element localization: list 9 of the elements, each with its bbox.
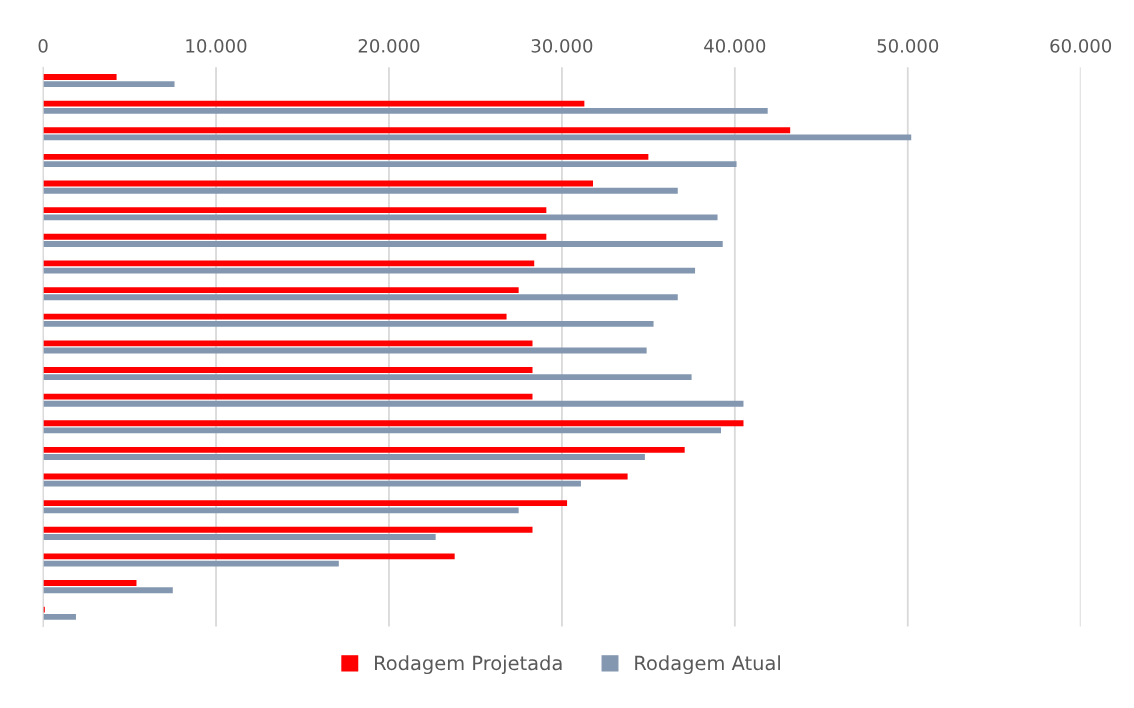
x-tick-label: 0 bbox=[38, 38, 48, 53]
legend-label: Rodagem Projetada bbox=[375, 655, 562, 675]
x-tick-label: 50.000 bbox=[877, 38, 939, 53]
x-tick-label: 30.000 bbox=[531, 38, 593, 53]
x-tick-label: 20.000 bbox=[358, 38, 420, 53]
legend-label: Rodagem Atual bbox=[635, 655, 780, 675]
x-tick-label: 40.000 bbox=[704, 38, 766, 53]
x-tick-label: 60.000 bbox=[1050, 38, 1112, 53]
x-tick-label: 10.000 bbox=[186, 38, 247, 53]
